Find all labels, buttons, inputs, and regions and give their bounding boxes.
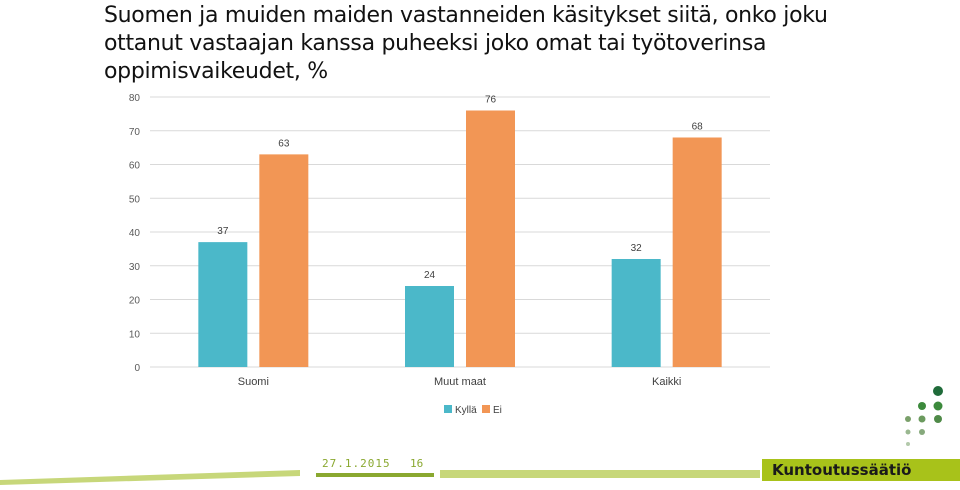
- y-tick-label: 20: [129, 296, 141, 307]
- brand-name: Kuntoutussäätiö: [762, 459, 960, 481]
- bar: [259, 154, 309, 367]
- y-tick-label: 50: [129, 194, 141, 205]
- category-label: Muut maat: [434, 376, 486, 388]
- footer-date: 27.1.2015: [322, 457, 391, 470]
- y-tick-label: 30: [129, 262, 141, 273]
- category-label: Kaikki: [652, 376, 681, 388]
- y-tick-label: 80: [129, 93, 141, 104]
- legend-label: Ei: [493, 405, 502, 416]
- y-tick-label: 60: [129, 161, 141, 172]
- bar: [405, 286, 454, 367]
- bar: [672, 137, 722, 367]
- data-label: 32: [631, 243, 643, 254]
- data-label: 76: [485, 95, 497, 106]
- bar: [611, 259, 661, 367]
- y-tick-label: 40: [129, 228, 141, 239]
- slide-title: Suomen ja muiden maiden vastanneiden käs…: [104, 3, 828, 84]
- bar: [466, 110, 515, 367]
- page-number: 16: [410, 457, 424, 470]
- y-tick-label: 0: [134, 363, 140, 374]
- legend-swatch: [482, 405, 490, 413]
- foundation-logo: [896, 382, 956, 452]
- legend-label: Kyllä: [455, 405, 477, 416]
- footer-underline: [316, 473, 434, 477]
- data-label: 68: [692, 122, 704, 133]
- footer-bar: [0, 468, 960, 485]
- data-label: 24: [424, 270, 436, 281]
- data-label: 37: [217, 226, 229, 237]
- y-tick-label: 70: [129, 127, 141, 138]
- category-label: Suomi: [238, 376, 269, 388]
- bar: [198, 242, 248, 367]
- data-label: 63: [278, 138, 290, 149]
- legend-swatch: [444, 405, 452, 413]
- y-tick-label: 10: [129, 329, 141, 340]
